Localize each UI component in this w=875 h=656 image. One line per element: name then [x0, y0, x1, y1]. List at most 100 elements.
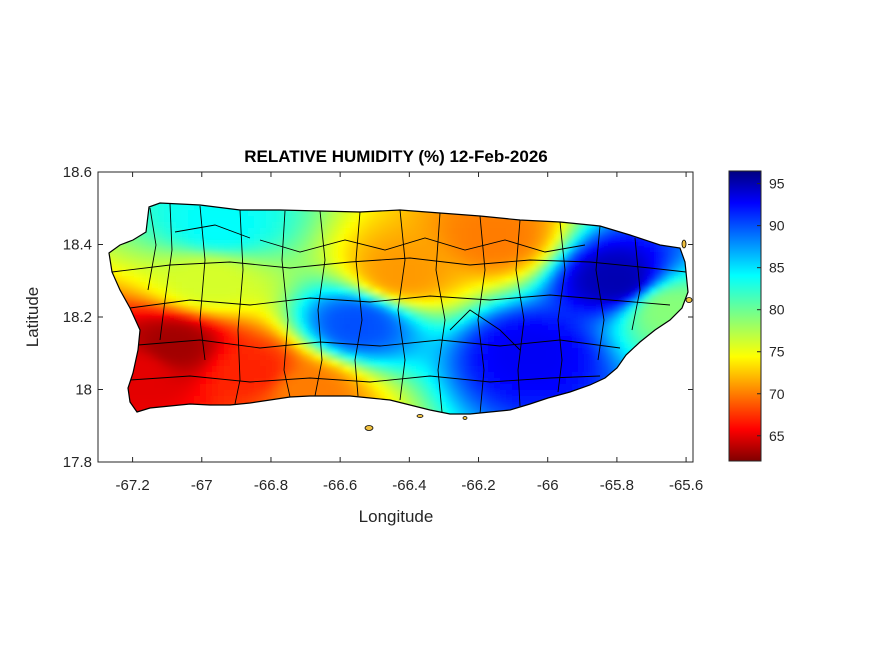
field-cell [458, 258, 465, 265]
field-cell [458, 330, 465, 337]
field-cell [224, 210, 231, 217]
field-cell [452, 234, 459, 241]
field-cell [536, 300, 543, 307]
field-cell [410, 396, 417, 403]
field-cell [620, 240, 627, 247]
field-cell [368, 306, 375, 313]
field-cell [446, 258, 453, 265]
field-cell [524, 222, 531, 229]
field-cell [146, 234, 153, 241]
field-cell [590, 288, 597, 295]
field-cell [290, 210, 297, 217]
field-cell [362, 252, 369, 259]
field-cell [590, 336, 597, 343]
field-cell [458, 270, 465, 277]
field-cell [212, 210, 219, 217]
field-cell [338, 360, 345, 367]
field-cell [608, 252, 615, 259]
field-cell [512, 234, 519, 241]
field-cell [290, 282, 297, 289]
field-cell [560, 342, 567, 349]
field-cell [182, 366, 189, 373]
field-cell [560, 222, 567, 229]
field-cell [476, 408, 483, 414]
field-cell [344, 216, 351, 223]
y-tick-label: 17.8 [63, 454, 92, 471]
field-cell [530, 294, 537, 301]
field-cell [284, 306, 291, 313]
field-cell [524, 294, 531, 301]
field-cell [386, 270, 393, 277]
field-cell [134, 240, 141, 247]
field-cell [494, 390, 501, 397]
field-cell [572, 330, 579, 337]
field-cell [200, 312, 207, 319]
field-cell [512, 354, 519, 361]
field-cell [314, 264, 321, 271]
field-cell [140, 318, 147, 325]
field-cell [626, 312, 633, 319]
field-cell [512, 366, 519, 373]
field-cell [554, 270, 561, 277]
field-cell [446, 342, 453, 349]
field-cell [356, 348, 363, 355]
field-cell [254, 276, 261, 283]
field-cell [266, 246, 273, 253]
field-cell [284, 366, 291, 373]
field-cell [392, 330, 399, 337]
field-cell [134, 264, 141, 271]
field-cell [494, 318, 501, 325]
field-cell [542, 282, 549, 289]
field-cell [308, 354, 315, 361]
field-cell [188, 276, 195, 283]
field-cell [554, 276, 561, 283]
field-cell [236, 216, 243, 223]
field-cell [224, 282, 231, 289]
municipality-boundary [159, 203, 173, 341]
field-cell [380, 372, 387, 379]
field-cell [332, 258, 339, 265]
field-cell [482, 402, 489, 409]
field-cell [134, 318, 141, 325]
field-cell [488, 366, 495, 373]
field-cell [440, 378, 447, 385]
field-cell [290, 342, 297, 349]
field-cell [554, 234, 561, 241]
field-cell [212, 216, 219, 223]
field-cell [212, 228, 219, 235]
field-cell [470, 228, 477, 235]
field-cell [182, 306, 189, 313]
field-cell [566, 222, 573, 229]
field-cell [194, 294, 201, 301]
field-cell [170, 378, 177, 385]
field-cell [440, 408, 447, 414]
field-cell [248, 342, 255, 349]
field-cell [452, 396, 459, 403]
field-cell [344, 246, 351, 253]
colorbar-tick-label: 80 [769, 302, 785, 318]
field-cell [554, 330, 561, 337]
field-cell [254, 348, 261, 355]
field-cell [296, 300, 303, 307]
field-cell [302, 336, 309, 343]
field-cell [134, 408, 141, 414]
field-cell [266, 360, 273, 367]
field-cell [398, 360, 405, 367]
field-cell [674, 288, 681, 295]
field-cell [242, 372, 249, 379]
field-cell [470, 324, 477, 331]
field-cell [302, 360, 309, 367]
field-cell [602, 330, 609, 337]
field-cell [668, 276, 675, 283]
field-cell [272, 324, 279, 331]
field-cell [344, 210, 351, 217]
field-cell [464, 294, 471, 301]
field-cell [302, 264, 309, 271]
field-cell [296, 312, 303, 319]
field-cell [140, 384, 147, 391]
field-cell [596, 354, 603, 361]
field-cell [638, 318, 645, 325]
field-cell [326, 264, 333, 271]
field-cell [566, 360, 573, 367]
field-cell [428, 252, 435, 259]
